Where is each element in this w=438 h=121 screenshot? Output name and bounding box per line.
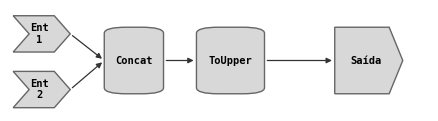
Text: Ent
2: Ent 2 bbox=[30, 79, 49, 100]
Text: ToUpper: ToUpper bbox=[208, 56, 252, 65]
Text: Saída: Saída bbox=[350, 56, 381, 65]
Polygon shape bbox=[13, 71, 70, 108]
Polygon shape bbox=[13, 16, 70, 52]
FancyBboxPatch shape bbox=[104, 27, 163, 94]
Text: Ent
1: Ent 1 bbox=[30, 23, 49, 45]
Polygon shape bbox=[334, 27, 402, 94]
FancyBboxPatch shape bbox=[196, 27, 264, 94]
Text: Concat: Concat bbox=[115, 56, 152, 65]
